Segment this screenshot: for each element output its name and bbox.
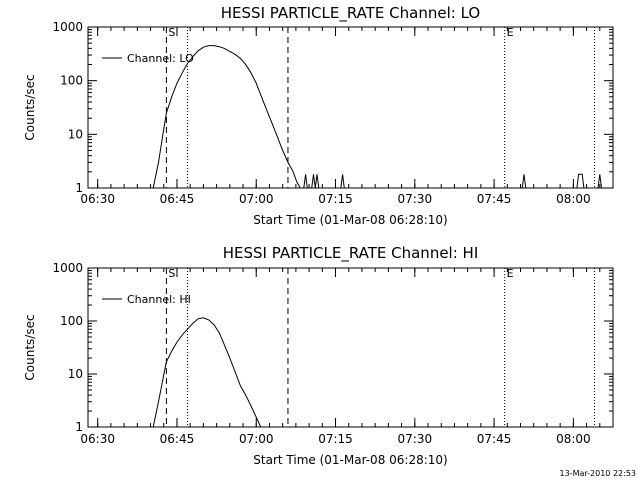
- y-tick-label: 1: [75, 420, 83, 434]
- x-tick-label: 07:45: [477, 432, 512, 446]
- y-tick-label: 1: [75, 181, 83, 195]
- x-tick-label: 06:30: [80, 432, 115, 446]
- series-line: [152, 317, 262, 428]
- series-line: [597, 174, 602, 189]
- chart-title: HESSI PARTICLE_RATE Channel: HI: [223, 244, 479, 263]
- footer-timestamp: 13-Mar-2010 22:53: [560, 469, 637, 478]
- x-tick-label: 06:45: [160, 192, 195, 206]
- y-axis-label: Counts/sec: [23, 314, 37, 380]
- legend-label: Channel: LO: [127, 52, 194, 65]
- y-axis-label: Counts/sec: [23, 74, 37, 140]
- series-line: [303, 174, 308, 189]
- y-tick-label: 1000: [52, 20, 83, 34]
- x-tick-label: 06:30: [80, 192, 115, 206]
- chart-title: HESSI PARTICLE_RATE Channel: LO: [221, 4, 480, 23]
- x-tick-label: 07:00: [239, 432, 274, 446]
- x-axis-label: Start Time (01-Mar-08 06:28:10): [253, 453, 447, 467]
- plot-frame: [87, 267, 614, 428]
- plot-frame: [87, 26, 614, 189]
- x-tick-label: 07:30: [398, 432, 433, 446]
- x-tick-label: 07:00: [239, 192, 274, 206]
- x-tick-label: 07:15: [318, 432, 353, 446]
- series-line: [311, 174, 320, 189]
- x-tick-label: 07:45: [477, 192, 512, 206]
- y-tick-label: 100: [60, 314, 83, 328]
- legend-label: Channel: HI: [127, 293, 191, 306]
- series-line: [576, 173, 585, 189]
- series-line: [521, 174, 527, 189]
- x-tick-label: 08:00: [556, 192, 591, 206]
- series-line: [152, 45, 301, 189]
- x-tick-label: 08:00: [556, 432, 591, 446]
- series-line: [340, 174, 345, 189]
- chart-panel-lo: HESSI PARTICLE_RATE Channel: LO 1 10 100 100…: [23, 4, 614, 227]
- time-marker-label: E: [507, 26, 514, 39]
- y-tick-label: 100: [60, 74, 83, 88]
- x-tick-label: 07:15: [318, 192, 353, 206]
- y-tick-label: 1000: [52, 261, 83, 275]
- x-axis-label: Start Time (01-Mar-08 06:28:10): [253, 213, 447, 227]
- x-tick-label: 06:45: [160, 432, 195, 446]
- time-marker-label: S: [168, 26, 175, 39]
- y-tick-label: 10: [68, 367, 83, 381]
- time-marker-label: E: [507, 267, 514, 280]
- y-tick-label: 10: [68, 127, 83, 141]
- time-marker-label: S: [168, 267, 175, 280]
- x-tick-label: 07:30: [398, 192, 433, 206]
- chart-panel-hi: HESSI PARTICLE_RATE Channel: HI 1 10 100 100…: [23, 244, 614, 467]
